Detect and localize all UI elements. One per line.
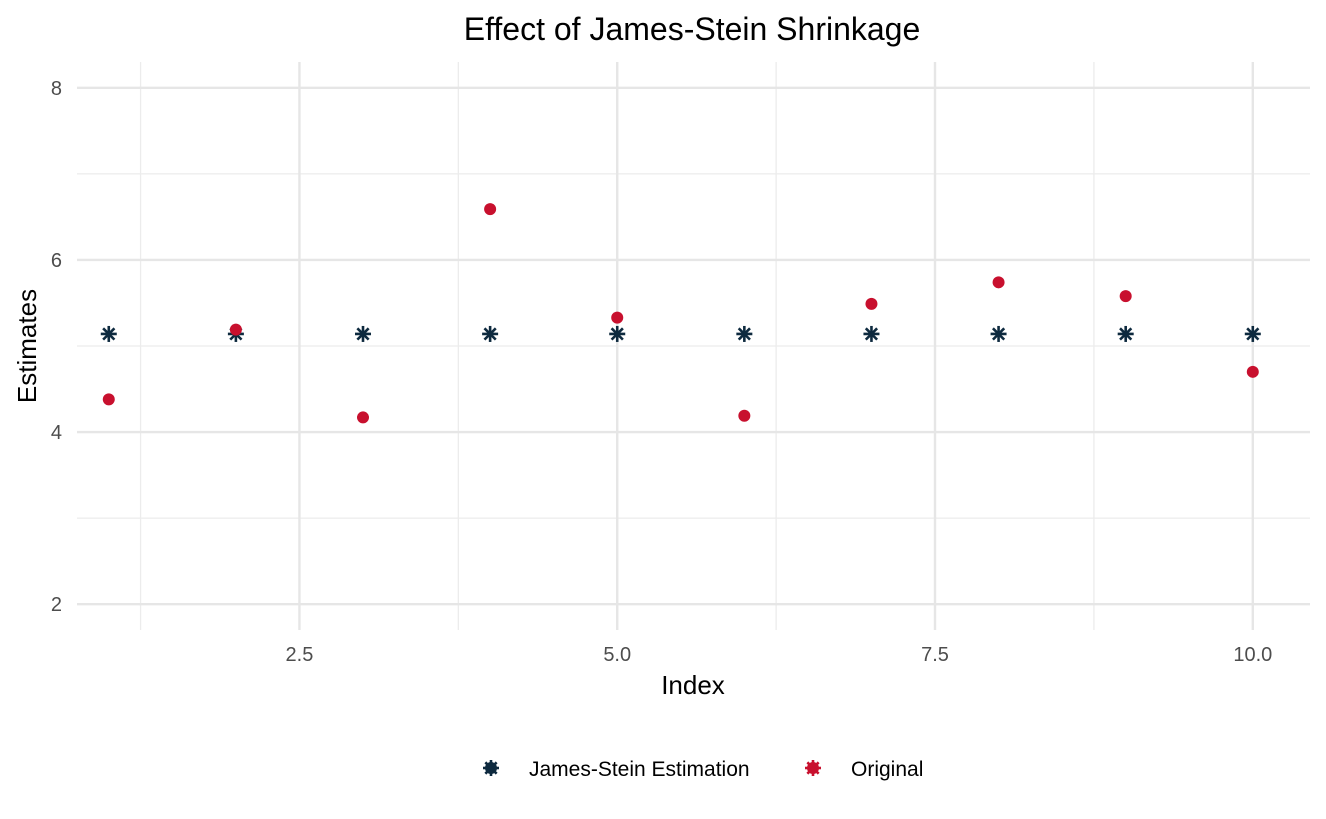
james-stein-point bbox=[482, 325, 499, 342]
original-point bbox=[102, 393, 115, 406]
legend-key-asterisk bbox=[483, 760, 499, 776]
x-axis-title: Index bbox=[661, 670, 725, 700]
grid bbox=[77, 62, 1310, 630]
james-stein-point bbox=[1117, 325, 1134, 342]
original-point bbox=[357, 411, 370, 424]
legend-key-original bbox=[805, 760, 821, 776]
james-stein-point bbox=[1244, 325, 1261, 342]
original-point bbox=[484, 203, 497, 216]
james-stein-point bbox=[609, 325, 626, 342]
legend-label-original: Original bbox=[851, 758, 923, 781]
y-tick-label: 6 bbox=[51, 250, 62, 272]
original-point bbox=[229, 323, 242, 336]
x-tick-label: 10.0 bbox=[1233, 644, 1272, 666]
original-point bbox=[1119, 290, 1132, 303]
james-stein-point bbox=[990, 325, 1007, 342]
original-point bbox=[992, 276, 1005, 289]
legend: James-Stein Estimation Original bbox=[483, 758, 923, 781]
james-stein-point bbox=[100, 325, 117, 342]
original-point bbox=[611, 311, 624, 324]
axis-ticks: 2.5 5.0 7.5 10.0 2 4 6 8 bbox=[51, 78, 1272, 666]
legend-key-asterisk bbox=[805, 760, 821, 776]
y-tick-label: 8 bbox=[51, 78, 62, 100]
chart-title: Effect of James-Stein Shrinkage bbox=[464, 11, 921, 47]
y-tick-label: 4 bbox=[51, 422, 62, 444]
legend-label-james-stein: James-Stein Estimation bbox=[529, 758, 750, 781]
legend-key-james-stein bbox=[483, 760, 499, 776]
james-stein-point bbox=[863, 325, 880, 342]
x-tick-label: 5.0 bbox=[603, 644, 631, 666]
y-tick-label: 2 bbox=[51, 594, 62, 616]
james-stein-point bbox=[736, 325, 753, 342]
james-stein-point bbox=[355, 325, 372, 342]
original-point bbox=[738, 409, 751, 422]
data-points bbox=[100, 203, 1261, 424]
x-tick-label: 7.5 bbox=[921, 644, 949, 666]
original-point bbox=[865, 297, 878, 310]
legend-item-original: Original bbox=[805, 758, 923, 781]
y-axis-title: Estimates bbox=[12, 289, 42, 403]
original-point bbox=[1246, 365, 1259, 378]
x-tick-label: 2.5 bbox=[286, 644, 314, 666]
legend-item-james-stein: James-Stein Estimation bbox=[483, 758, 750, 781]
